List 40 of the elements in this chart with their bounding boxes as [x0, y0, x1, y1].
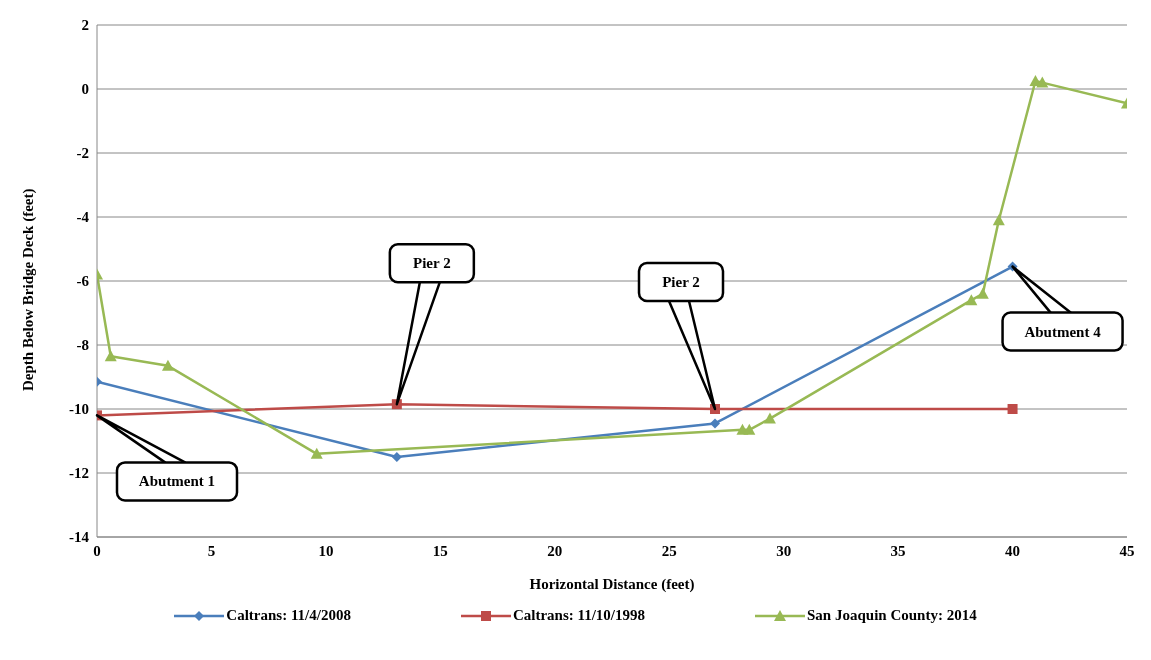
point [391, 452, 402, 462]
y-tick-label: -4 [76, 209, 90, 226]
annotation: Pier 2 [413, 255, 451, 272]
x-tick-label: 10 [318, 542, 334, 559]
y-tick-label: -14 [69, 529, 90, 546]
y-tick-label: 0 [81, 81, 89, 98]
point [992, 214, 1005, 226]
legend-label: Caltrans: 11/10/1998 [512, 607, 646, 624]
point [1036, 76, 1049, 88]
x-axis-title: Horizontal Distance (feet) [529, 576, 695, 593]
y-axis-title: Depth Below Bridge Deck (feet) [20, 188, 38, 391]
point [965, 294, 978, 306]
y-tick-label: -8 [76, 337, 89, 354]
legend-label: Caltrans: 11/4/2008 [226, 607, 351, 624]
point [763, 412, 776, 424]
point [161, 359, 174, 371]
y-tick-label: -6 [76, 273, 90, 290]
annotation: Abutment 1 [138, 473, 216, 490]
point [710, 418, 720, 429]
point [104, 350, 117, 362]
x-tick-label: 25 [661, 542, 677, 559]
x-tick-label: 20 [547, 542, 563, 559]
x-tick-label: 30 [776, 542, 792, 559]
point [310, 447, 323, 459]
annotation: Pier 2 [662, 274, 700, 290]
y-tick-label: -2 [76, 145, 89, 162]
y-tick-label: 2 [81, 17, 89, 34]
x-tick-label: 15 [432, 542, 448, 559]
point [1007, 404, 1018, 414]
x-tick-label: 45 [1119, 542, 1135, 559]
x-tick-label: 40 [1005, 542, 1021, 559]
point [976, 287, 989, 299]
x-tick-label: 35 [890, 542, 906, 559]
x-tick-label: 0 [93, 542, 101, 559]
point [743, 423, 756, 435]
y-tick-label: -10 [69, 401, 89, 418]
x-tick-label: 5 [207, 542, 216, 559]
y-tick-label: -12 [69, 465, 89, 482]
annotation: Abutment 4 [1024, 323, 1102, 340]
legend-label: San Joaquin County: 2014 [807, 607, 977, 624]
